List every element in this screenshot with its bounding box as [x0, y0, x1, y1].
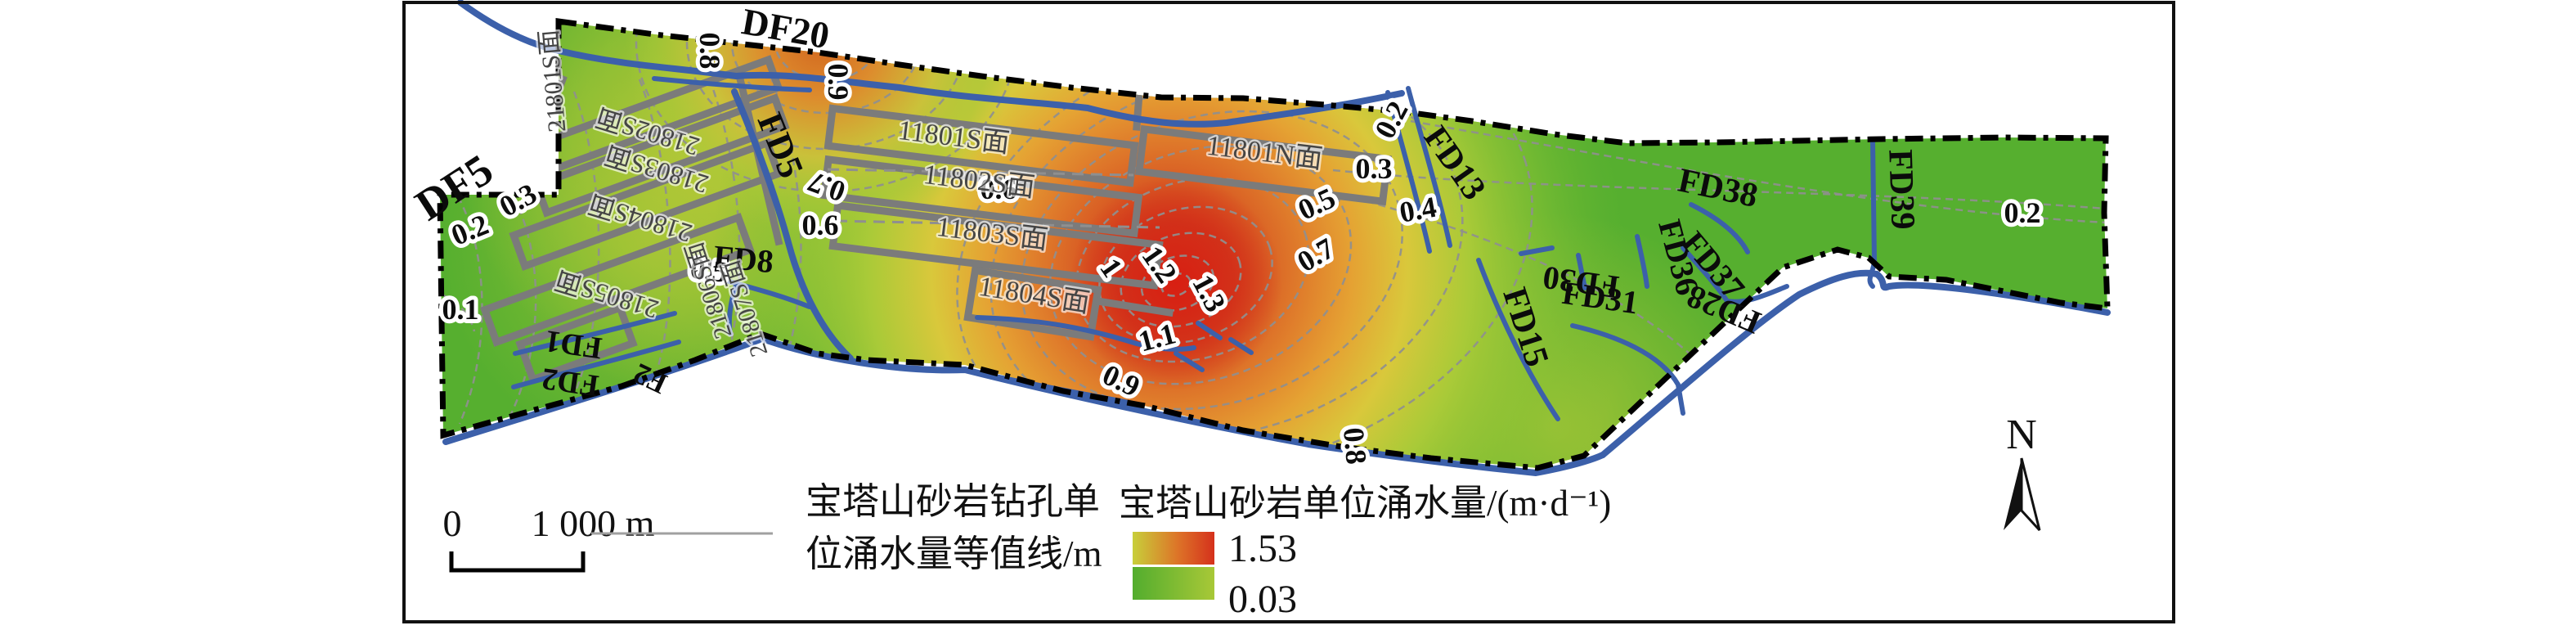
contour-value-label: 0.3: [1356, 152, 1393, 185]
contour-value-label: 0.8: [1337, 426, 1373, 466]
scale-distance: 1 000 m: [532, 502, 655, 544]
legend-colorbar: 宝塔山砂岩单位涌水量/(m·d⁻¹) 1.53 0.03: [1119, 483, 1611, 621]
north-arrow-right-half: [2020, 457, 2041, 532]
contour-value-label: 0.9: [822, 64, 855, 101]
scale-bar-bracket: [449, 551, 586, 573]
colorbar-max-value: 1.53: [1228, 527, 1297, 570]
figure-frame: [402, 1, 2175, 623]
contour-value-label: 0.1: [442, 293, 479, 326]
contour-value-label: 0.5: [689, 251, 729, 289]
north-arrow-left-half: [2004, 458, 2022, 530]
fault-label: FD39: [1881, 149, 1921, 231]
legend-contour-line1: 宝塔山砂岩钻孔单: [806, 481, 1100, 522]
contour-value-label: 0.8: [693, 33, 726, 70]
mine-boundary: [437, 17, 2111, 471]
contour-value-label: 0.6: [802, 209, 839, 241]
scale-zero: 0: [443, 502, 462, 544]
colorbar-swatch-low: [1133, 567, 1214, 600]
fault-label: FD2: [540, 361, 601, 403]
north-label: N: [2006, 412, 2037, 458]
contour-value-label: 0.4: [1397, 191, 1438, 229]
fault-label: FD1: [543, 323, 604, 365]
north-arrow: N: [2004, 412, 2041, 532]
legend-contour-line2: 位涌水量等值线/m: [806, 533, 1102, 574]
legend-contour: 宝塔山砂岩钻孔单 位涌水量等值线/m: [591, 481, 1102, 574]
colorbar-swatch-high: [1133, 532, 1214, 565]
fault-label: FD8: [712, 238, 775, 280]
contour-value-label: 0.2: [2004, 196, 2041, 229]
legend-colorbar-title: 宝塔山砂岩单位涌水量/(m·d⁻¹): [1119, 483, 1611, 524]
contour-value-label: 0.6: [981, 173, 1017, 205]
scale-bar: 0 1 000 m: [443, 502, 655, 573]
colorbar-min-value: 0.03: [1228, 578, 1297, 621]
